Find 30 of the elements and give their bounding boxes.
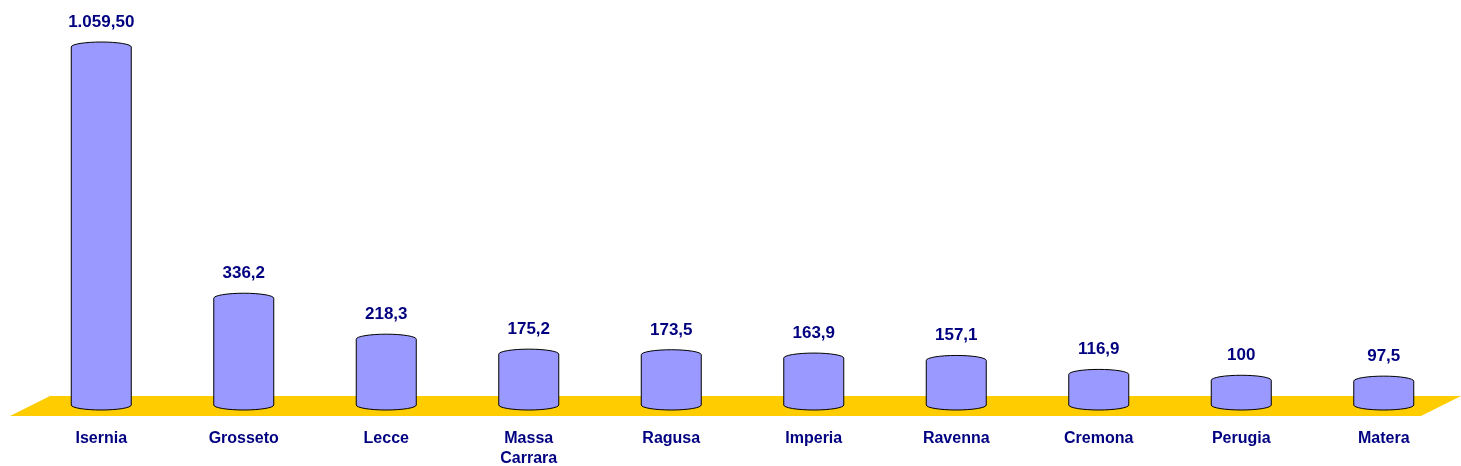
x-tick-label: Ravenna [922, 429, 990, 446]
bar [498, 348, 560, 411]
data-label: 1.059,50 [68, 12, 135, 31]
bar [1068, 368, 1130, 411]
data-label: 218,3 [364, 304, 408, 324]
data-label: 116,9 [1077, 339, 1120, 359]
data-label: 163,9 [792, 323, 836, 343]
x-tick-label: Grosseto [208, 429, 280, 446]
data-label: 173,5 [649, 319, 693, 339]
x-tick-label: Massa Carrara [500, 429, 558, 466]
x-tick-label: Isernia [75, 429, 128, 446]
x-tick-label: Cremona [1064, 429, 1134, 446]
x-tick-label: Matera [1357, 429, 1410, 446]
data-label: 336,2 [222, 263, 266, 283]
bar [355, 333, 417, 411]
bar [70, 41, 132, 411]
bar [1353, 375, 1415, 411]
x-tick-label: Imperia [785, 429, 843, 446]
data-label: 97,5 [1367, 346, 1401, 366]
bar [783, 352, 845, 411]
data-label: 100 [1227, 345, 1256, 365]
bar [1210, 374, 1272, 411]
data-label: 157,1 [934, 325, 978, 345]
bar [925, 354, 987, 411]
x-tick-label: Ragusa [642, 429, 701, 446]
x-tick-label: Lecce [363, 429, 410, 446]
bar [213, 292, 275, 411]
data-label: 175,2 [507, 319, 551, 339]
bar [640, 349, 702, 411]
x-tick-label: Perugia [1211, 429, 1271, 446]
